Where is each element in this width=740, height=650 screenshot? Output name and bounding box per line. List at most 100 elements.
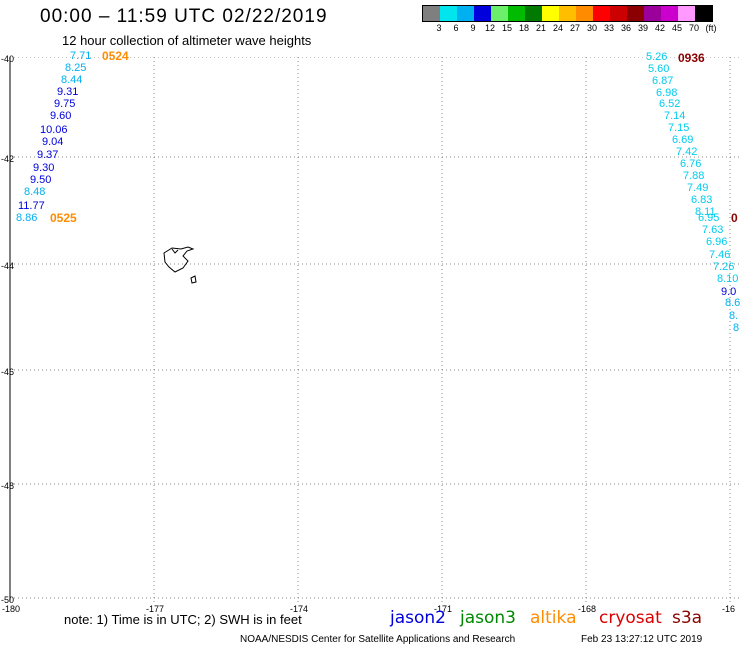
legend-swatch <box>508 6 525 21</box>
wave-height-value: 6.76 <box>680 158 702 170</box>
wave-height-value: 7.26 <box>713 261 735 273</box>
wave-height-value: 9.30 <box>33 162 55 174</box>
satellite-name: jason2 <box>390 608 446 628</box>
legend-tick-label: (ft) <box>705 23 717 33</box>
wave-height-value: 7.88 <box>683 170 705 182</box>
wave-height-value: 7.15 <box>668 122 690 134</box>
wave-height-value: 7.71 <box>70 50 92 62</box>
legend-swatch <box>457 6 474 21</box>
wave-height-value: 6.95 <box>698 212 720 224</box>
legend-tick-label: 30 <box>586 23 598 33</box>
satellite-name: cryosat <box>599 608 662 628</box>
wave-height-value: 6.98 <box>656 87 678 99</box>
wave-height-value: 9.37 <box>37 149 59 161</box>
wave-height-value: 6.69 <box>672 134 694 146</box>
wave-height-value: 5.26 <box>646 51 668 63</box>
legend-swatch <box>644 6 661 21</box>
legend-tick-label: 15 <box>501 23 513 33</box>
wave-height-value: 8.86 <box>16 212 38 224</box>
legend-tick-label: 3 <box>436 23 442 33</box>
wave-height-value: 5.60 <box>648 63 670 75</box>
legend-swatch <box>593 6 610 21</box>
wave-height-value: 9.50 <box>30 174 52 186</box>
longitude-label: -177 <box>146 604 165 614</box>
satellite-name: altika <box>530 608 577 628</box>
latitude-label: -48 <box>1 481 15 491</box>
wave-height-value: 7.14 <box>664 110 686 122</box>
wave-height-map <box>9 57 740 602</box>
color-legend <box>422 5 713 22</box>
wave-height-value: 9.31 <box>57 86 79 98</box>
latitude-label: -46 <box>1 367 15 377</box>
legend-swatch <box>678 6 695 21</box>
legend-swatch <box>542 6 559 21</box>
legend-swatch <box>559 6 576 21</box>
legend-tick-label: 24 <box>552 23 564 33</box>
latitude-label: -50 <box>1 595 15 605</box>
legend-tick-label: 45 <box>671 23 683 33</box>
wave-height-value: 7.42 <box>676 146 698 158</box>
wave-height-value: 6.87 <box>652 75 674 87</box>
wave-height-value: 6.52 <box>659 98 681 110</box>
credit-line: NOAA/NESDIS Center for Satellite Applica… <box>240 634 516 645</box>
wave-height-value: 8.25 <box>65 62 87 74</box>
legend-tick-label: 12 <box>484 23 496 33</box>
legend-swatch <box>695 6 712 21</box>
wave-height-value: 8 <box>733 322 740 334</box>
latitude-label: -42 <box>1 154 15 164</box>
legend-swatch <box>661 6 678 21</box>
page-subtitle: 12 hour collection of altimeter wave hei… <box>62 33 312 48</box>
longitude-label: -168 <box>578 604 597 614</box>
track-start-time: 0524 <box>102 49 129 63</box>
wave-height-value: 9.04 <box>42 136 64 148</box>
track-start-time: 0936 <box>678 51 705 65</box>
wave-height-value: 8.48 <box>24 186 46 198</box>
wave-height-value: 9.60 <box>50 110 72 122</box>
longitude-label: -180 <box>2 604 21 614</box>
satellite-name: s3a <box>672 608 703 628</box>
wave-height-value: 8. <box>729 310 739 322</box>
legend-swatch <box>440 6 457 21</box>
island-outline-icon <box>163 246 197 284</box>
wave-height-value: 6.83 <box>691 194 713 206</box>
wave-height-value: 9.0 <box>721 286 737 298</box>
grid-lines <box>10 57 740 602</box>
track-end-time: 0525 <box>50 211 77 225</box>
longitude-label: -171 <box>434 604 453 614</box>
wave-height-value: 8.44 <box>61 74 83 86</box>
wave-height-value: 8.10 <box>717 273 739 285</box>
wave-height-value: 6.96 <box>706 236 728 248</box>
legend-tick-label: 6 <box>453 23 459 33</box>
wave-height-value: 7.63 <box>702 224 724 236</box>
legend-tick-label: 21 <box>535 23 547 33</box>
wave-height-value: 7.46 <box>709 249 731 261</box>
page-title: 00:00 – 11:59 UTC 02/22/2019 <box>40 6 328 27</box>
legend-tick-label: 33 <box>603 23 615 33</box>
legend-swatch <box>491 6 508 21</box>
longitude-label: -16 <box>722 604 736 614</box>
legend-swatch <box>474 6 491 21</box>
legend-swatch <box>576 6 593 21</box>
longitude-label: -174 <box>290 604 309 614</box>
wave-height-value: 8.6 <box>725 297 740 309</box>
legend-tick-label: 70 <box>688 23 700 33</box>
legend-tick-label: 9 <box>470 23 476 33</box>
track-edge-label: 0 <box>731 211 738 225</box>
legend-tick-label: 27 <box>569 23 581 33</box>
legend-swatch <box>423 6 440 21</box>
legend-tick-label: 39 <box>637 23 649 33</box>
latitude-label: -40 <box>1 54 15 64</box>
wave-height-value: 8.11 <box>695 206 716 218</box>
latitude-label: -44 <box>1 261 15 271</box>
legend-swatch <box>627 6 644 21</box>
legend-swatch <box>525 6 542 21</box>
wave-height-value: 11.77 <box>18 200 45 212</box>
legend-swatch <box>610 6 627 21</box>
legend-tick-label: 36 <box>620 23 632 33</box>
footnote: note: 1) Time is in UTC; 2) SWH is in fe… <box>64 612 302 627</box>
satellite-name: jason3 <box>460 608 516 628</box>
wave-height-value: 7.49 <box>687 182 709 194</box>
generation-timestamp: Feb 23 13:27:12 UTC 2019 <box>581 634 703 645</box>
wave-height-value: 9.75 <box>54 98 76 110</box>
legend-tick-label: 42 <box>654 23 666 33</box>
